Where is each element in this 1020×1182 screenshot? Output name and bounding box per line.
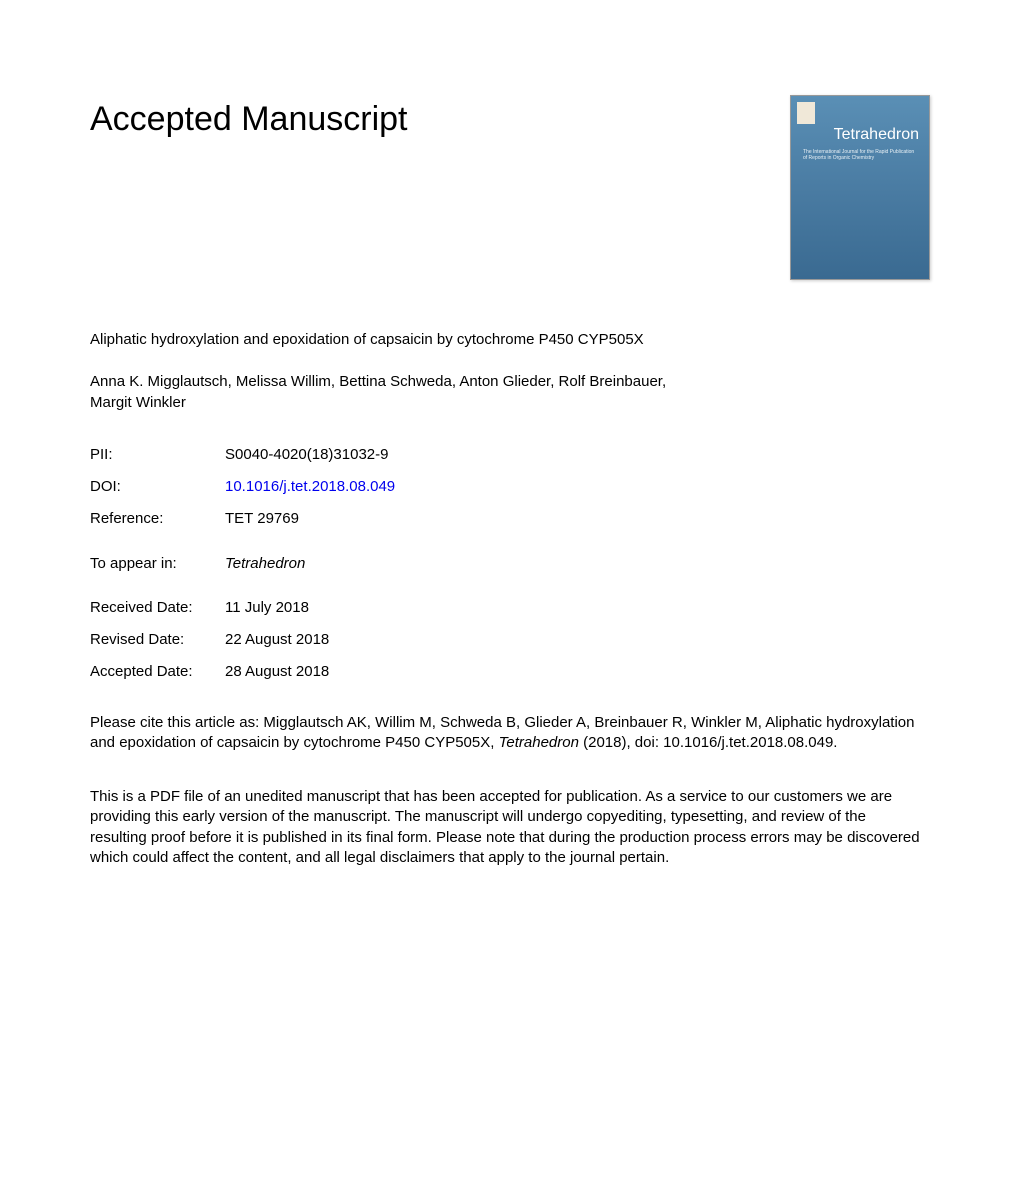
revised-value: 22 August 2018 xyxy=(225,630,329,650)
citation-journal: Tetrahedron xyxy=(499,734,579,751)
metadata-row-reference: Reference: TET 29769 xyxy=(90,509,930,529)
revised-label: Revised Date: xyxy=(90,630,225,650)
authors-list: Anna K. Migglautsch, Melissa Willim, Bet… xyxy=(90,372,690,413)
received-label: Received Date: xyxy=(90,598,225,618)
disclaimer-text: This is a PDF file of an unedited manusc… xyxy=(90,787,925,868)
header-row: Accepted Manuscript Tetrahedron The Inte… xyxy=(90,95,930,280)
accepted-label: Accepted Date: xyxy=(90,662,225,682)
doi-link[interactable]: 10.1016/j.tet.2018.08.049 xyxy=(225,477,395,497)
metadata-row-pii: PII: S0040-4020(18)31032-9 xyxy=(90,445,930,465)
citation-text: Please cite this article as: Migglautsch… xyxy=(90,713,925,754)
citation-suffix: (2018), doi: 10.1016/j.tet.2018.08.049. xyxy=(579,734,838,751)
metadata-table: PII: S0040-4020(18)31032-9 DOI: 10.1016/… xyxy=(90,445,930,683)
metadata-row-doi: DOI: 10.1016/j.tet.2018.08.049 xyxy=(90,477,930,497)
appear-value: Tetrahedron xyxy=(225,554,305,574)
reference-value: TET 29769 xyxy=(225,509,299,529)
journal-cover-thumbnail: Tetrahedron The International Journal fo… xyxy=(790,95,930,280)
reference-label: Reference: xyxy=(90,509,225,529)
pii-label: PII: xyxy=(90,445,225,465)
metadata-row-accepted: Accepted Date: 28 August 2018 xyxy=(90,662,930,682)
accepted-value: 28 August 2018 xyxy=(225,662,329,682)
received-value: 11 July 2018 xyxy=(225,598,309,618)
metadata-row-appear: To appear in: Tetrahedron xyxy=(90,554,930,574)
pii-value: S0040-4020(18)31032-9 xyxy=(225,445,388,465)
page-title: Accepted Manuscript xyxy=(90,97,408,143)
appear-label: To appear in: xyxy=(90,554,225,574)
doi-label: DOI: xyxy=(90,477,225,497)
article-title: Aliphatic hydroxylation and epoxidation … xyxy=(90,330,770,350)
journal-cover-subtitle: The International Journal for the Rapid … xyxy=(803,150,917,161)
metadata-row-revised: Revised Date: 22 August 2018 xyxy=(90,630,930,650)
publisher-logo-icon xyxy=(797,102,815,124)
metadata-row-received: Received Date: 11 July 2018 xyxy=(90,598,930,618)
journal-cover-title: Tetrahedron xyxy=(834,124,919,146)
